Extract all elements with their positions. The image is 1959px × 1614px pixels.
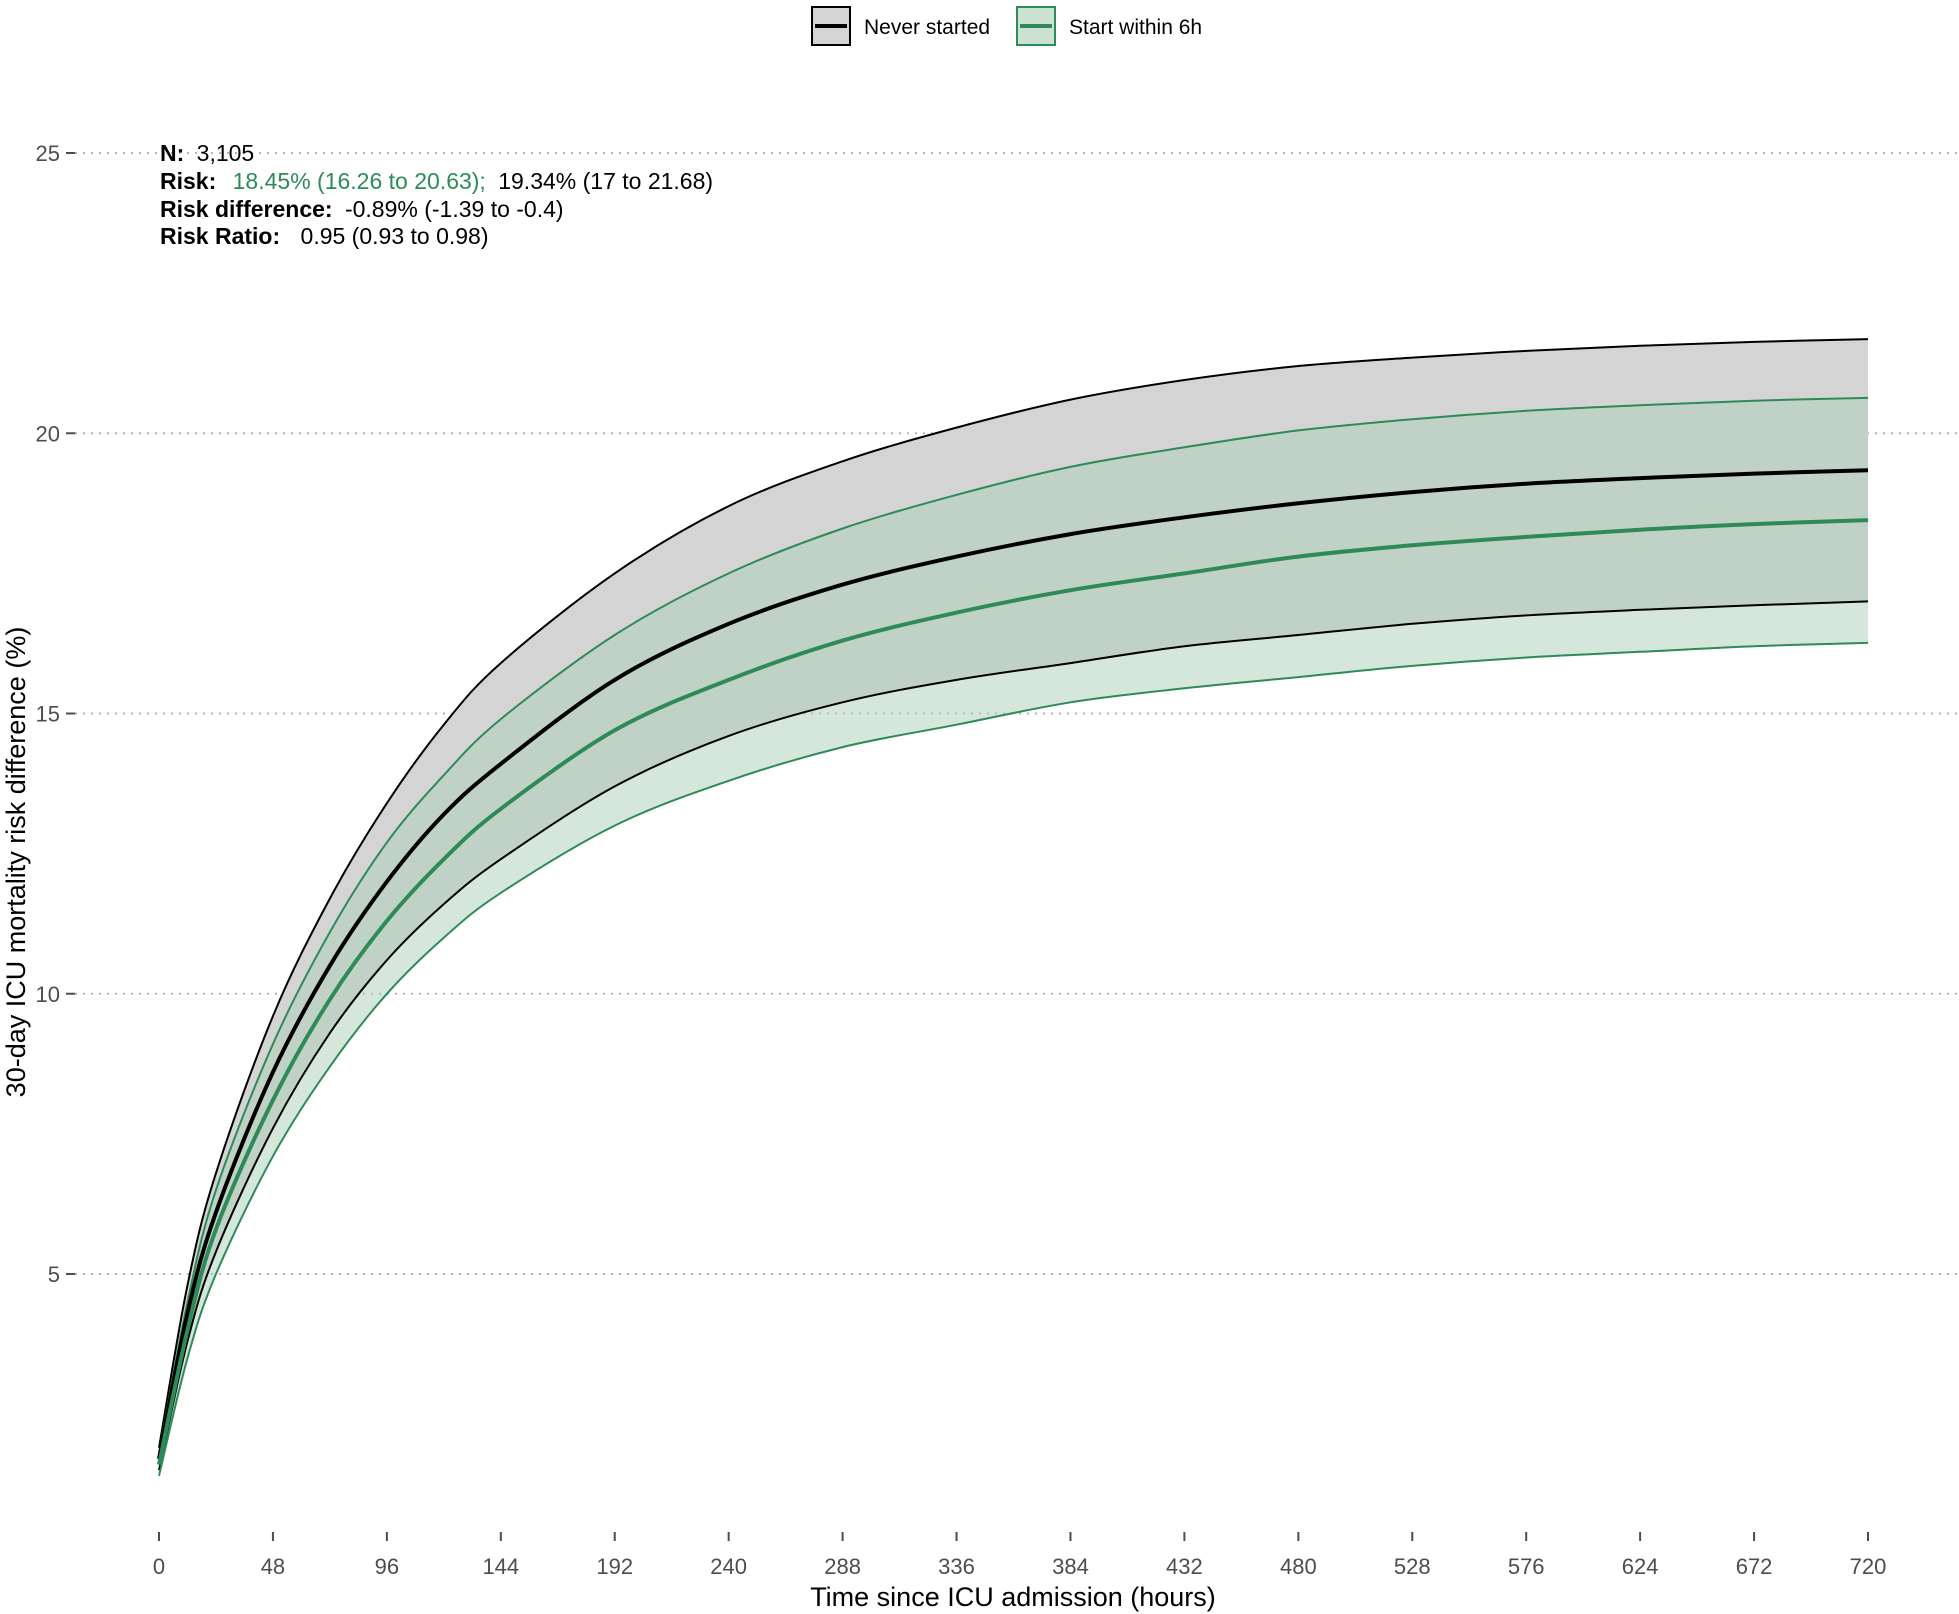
y-tick-label-10: 10: [36, 982, 60, 1007]
x-axis-ticks: 0 48 96 144 192 240 288 336 384 432 480 528 576 624 67…: [153, 1532, 1886, 1579]
x-tick-label-384: 384: [1052, 1554, 1089, 1579]
ci-upper-start-within-6h: [158, 396, 1869, 1454]
ci-band-start-within-6h: [159, 397, 1868, 1476]
y-tick-label-15: 15: [36, 702, 60, 727]
ci-lower-start-within-6h: [158, 641, 1869, 1477]
annotation-n-label: N:: [160, 140, 184, 166]
ci-lower-never-started: [158, 600, 1869, 1471]
annotation-risk: Risk: 18.45% (16.26 to 20.63); 19.34% (1…: [160, 168, 713, 194]
confidence-bands: [159, 339, 1868, 1476]
annotation-risk-label: Risk:: [160, 168, 216, 194]
annotation-risk-untreated: 19.34% (17 to 21.68): [498, 168, 713, 194]
legend-label-start-within-6h: Start within 6h: [1069, 16, 1202, 39]
y-tick-label-5: 5: [48, 1262, 60, 1287]
summary-annotation: N: 3,105 Risk: 18.45% (16.26 to 20.63); …: [160, 140, 713, 249]
annotation-rd-value: -0.89% (-1.39 to -0.4): [345, 196, 564, 222]
annotation-rd-label: Risk difference:: [160, 196, 333, 222]
series-line-never-started: [157, 468, 1869, 1460]
x-tick-label-144: 144: [482, 1554, 519, 1579]
x-tick-label-96: 96: [375, 1554, 399, 1579]
series-lines: [157, 338, 1869, 1477]
x-tick-label-528: 528: [1394, 1554, 1431, 1579]
legend: Never started Start within 6h: [811, 6, 1202, 46]
annotation-n-value: 3,105: [197, 140, 255, 166]
x-tick-label-48: 48: [261, 1554, 285, 1579]
annotation-n: N: 3,105: [160, 140, 254, 166]
x-tick-label-432: 432: [1166, 1554, 1203, 1579]
x-axis-title: Time since ICU admission (hours): [810, 1582, 1216, 1612]
annotation-risk-ratio: Risk Ratio: 0.95 (0.93 to 0.98): [160, 223, 489, 249]
x-tick-label-624: 624: [1622, 1554, 1659, 1579]
y-axis-ticks: 5 10 15 20 25: [36, 141, 75, 1287]
x-tick-label-0: 0: [153, 1554, 165, 1579]
annotation-rr-value: 0.95 (0.93 to 0.98): [301, 223, 489, 249]
legend-item-start-within-6h: Start within 6h: [1016, 6, 1202, 46]
y-tick-label-20: 20: [36, 421, 60, 446]
y-tick-label-25: 25: [36, 141, 60, 166]
series-line-start-within-6h: [157, 518, 1869, 1466]
x-tick-label-672: 672: [1736, 1554, 1773, 1579]
ci-band-never-started: [159, 339, 1868, 1471]
legend-item-never-started: Never started: [811, 6, 990, 46]
x-tick-label-192: 192: [596, 1554, 633, 1579]
legend-label-never-started: Never started: [864, 16, 990, 39]
annotation-risk-treated: 18.45% (16.26 to 20.63);: [233, 168, 486, 194]
x-tick-label-480: 480: [1280, 1554, 1317, 1579]
y-axis-title: 30-day ICU mortality risk difference (%): [1, 627, 31, 1098]
annotation-risk-difference: Risk difference: -0.89% (-1.39 to -0.4): [160, 196, 564, 222]
ci-upper-never-started: [158, 338, 1869, 1448]
grid-lines: [75, 152, 1959, 1275]
x-tick-label-576: 576: [1508, 1554, 1545, 1579]
x-tick-label-336: 336: [938, 1554, 975, 1579]
annotation-rr-label: Risk Ratio:: [160, 223, 280, 249]
x-tick-label-288: 288: [824, 1554, 861, 1579]
x-tick-label-240: 240: [710, 1554, 747, 1579]
x-tick-label-720: 720: [1850, 1554, 1887, 1579]
